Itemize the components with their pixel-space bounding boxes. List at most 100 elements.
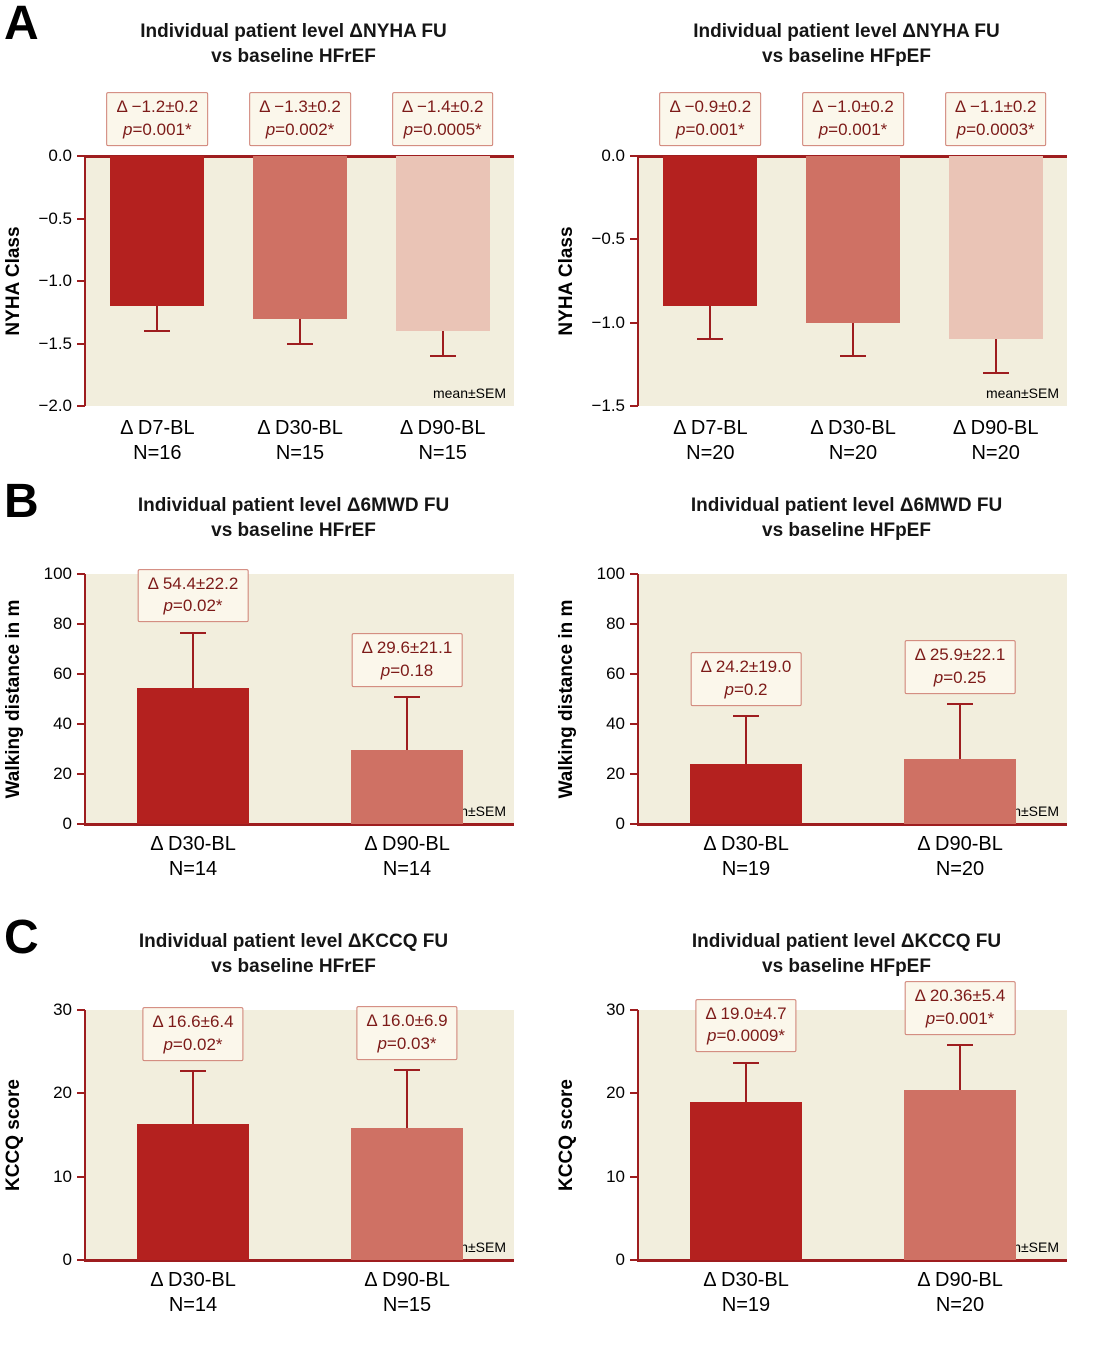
y-tick-label: 0.0 xyxy=(601,146,625,165)
annotation-box: Δ 19.0±4.7 p=0.0009* xyxy=(695,998,797,1053)
error-bar-cap xyxy=(180,631,206,634)
x-category-n: N=14 xyxy=(168,1294,218,1316)
panel-letter-c: C xyxy=(4,911,39,964)
error-bar-cap xyxy=(947,1044,973,1047)
x-category-n: N=20 xyxy=(828,442,878,464)
x-category-label: Δ D30-BL N=14 xyxy=(150,832,236,882)
bar xyxy=(904,1090,1016,1260)
x-category-label: Δ D30-BL N=19 xyxy=(703,832,789,882)
annotation-p-value: p=0.001* xyxy=(818,120,888,140)
x-category-name: Δ D90-BL xyxy=(952,417,1039,439)
y-tick-mark xyxy=(77,405,85,407)
chart-kccq-hfref: C Individual patient level ΔKCCQ FU vs bas… xyxy=(0,914,553,1354)
chart-title: Individual patient level ΔNYHA FU vs base… xyxy=(40,20,547,69)
y-axis-label: Walking distance in m xyxy=(3,599,24,799)
x-category-label: Δ D30-BL N=19 xyxy=(703,1268,789,1318)
y-tick-mark xyxy=(630,155,638,157)
y-tick-label: 20 xyxy=(606,1083,625,1103)
x-category-n: N=20 xyxy=(935,858,985,880)
chart-title-line: Individual patient level ΔKCCQ FU xyxy=(138,931,449,952)
zero-axis-line xyxy=(637,822,1067,826)
error-bar xyxy=(959,1045,961,1091)
zero-axis-line xyxy=(637,1258,1067,1262)
error-bar xyxy=(959,704,961,760)
annotation-box: Δ 54.4±22.2 p=0.02* xyxy=(137,568,249,623)
y-axis-line xyxy=(637,1010,639,1260)
y-tick-mark xyxy=(77,623,85,625)
chart-title-line: vs baseline HFpEF xyxy=(762,955,931,977)
x-category-label: Δ D30-BL N=20 xyxy=(810,416,896,466)
annotation-delta: Δ −1.3±0.2 xyxy=(259,97,341,117)
zero-axis-line xyxy=(84,822,514,826)
y-tick-label: 0 xyxy=(62,1250,72,1269)
annotation-delta: Δ 16.6±6.4 xyxy=(152,1011,234,1031)
error-bar-cap xyxy=(733,715,759,717)
x-category-label: Δ D90-BL N=20 xyxy=(917,1268,1003,1318)
x-category-name: Δ D90-BL xyxy=(399,417,486,439)
x-category-name: Δ D7-BL xyxy=(120,417,195,439)
y-tick-label: 0 xyxy=(615,814,625,833)
y-axis-label: NYHA Class xyxy=(3,226,24,336)
annotation-box: Δ 16.0±6.9 p=0.03* xyxy=(356,1006,458,1060)
x-category-name: Δ D30-BL xyxy=(150,1269,236,1291)
panel-letter-a: A xyxy=(4,0,39,50)
x-category-n: N=15 xyxy=(418,442,467,464)
y-tick-label: 60 xyxy=(606,664,625,683)
error-bar-cap xyxy=(947,703,973,705)
x-category-label: Δ D90-BL N=15 xyxy=(364,1268,450,1318)
x-category-name: Δ D30-BL xyxy=(703,833,789,855)
error-bar-cap xyxy=(840,355,866,357)
y-tick-mark xyxy=(77,1092,85,1095)
error-bar xyxy=(192,632,194,688)
y-tick-mark xyxy=(630,1009,638,1011)
x-category-label: Δ D90-BL N=15 xyxy=(400,416,486,466)
y-tick-mark xyxy=(77,723,85,725)
error-bar-cap xyxy=(733,1061,759,1064)
error-bar xyxy=(745,1062,747,1102)
annotation-p-value: p=0.18 xyxy=(380,661,434,681)
bar xyxy=(110,156,205,306)
x-category-name: Δ D30-BL xyxy=(257,417,343,439)
bar xyxy=(690,763,802,824)
x-category-name: Δ D7-BL xyxy=(673,417,748,439)
y-tick-mark xyxy=(77,342,85,345)
annotation-p-value: p=0.001* xyxy=(925,1009,995,1029)
x-category-label: Δ D90-BL N=20 xyxy=(953,416,1039,466)
y-tick-mark xyxy=(630,823,638,825)
annotation-delta: Δ 20.36±5.4 xyxy=(914,986,1006,1006)
x-category-n: N=20 xyxy=(935,1294,985,1316)
annotation-box: Δ −1.4±0.2 p=0.0005* xyxy=(391,92,494,146)
y-tick-mark xyxy=(77,1175,85,1178)
error-bar xyxy=(192,1070,194,1125)
chart-title: Individual patient level Δ6MWD FU vs base… xyxy=(593,494,1100,543)
mean-sem-label: mean±SEM xyxy=(432,385,506,401)
annotation-delta: Δ −1.1±0.2 xyxy=(954,97,1037,117)
x-category-n: N=20 xyxy=(686,442,735,464)
annotation-box: Δ 16.6±6.4 p=0.02* xyxy=(142,1006,244,1061)
bar xyxy=(137,688,249,824)
y-tick-mark xyxy=(77,573,85,575)
y-tick-mark xyxy=(630,773,638,775)
y-tick-label: −1.5 xyxy=(591,396,625,415)
x-category-n: N=15 xyxy=(275,442,325,464)
chart-title-line: vs baseline HFpEF xyxy=(762,519,931,541)
y-axis-line xyxy=(84,1010,86,1260)
chart-title-line: vs baseline HFrEF xyxy=(211,45,376,67)
x-category-n: N=15 xyxy=(382,1294,432,1316)
bar xyxy=(904,759,1016,824)
chart-title: Individual patient level ΔKCCQ FU vs base… xyxy=(40,930,547,979)
y-tick-label: 20 xyxy=(606,764,625,783)
chart-title-line: Individual patient level Δ6MWD FU xyxy=(137,495,450,516)
error-bar xyxy=(994,339,997,373)
error-bar xyxy=(299,318,301,344)
bar xyxy=(253,156,347,319)
annotation-box: Δ 25.9±22.1 p=0.25 xyxy=(904,640,1016,694)
y-tick-label: 80 xyxy=(53,614,72,633)
bar xyxy=(663,156,758,306)
annotation-p-value: p=0.25 xyxy=(933,668,987,688)
error-bar-cap xyxy=(982,371,1009,374)
y-tick-label: 30 xyxy=(606,1000,625,1019)
y-tick-label: −1.5 xyxy=(38,333,72,353)
